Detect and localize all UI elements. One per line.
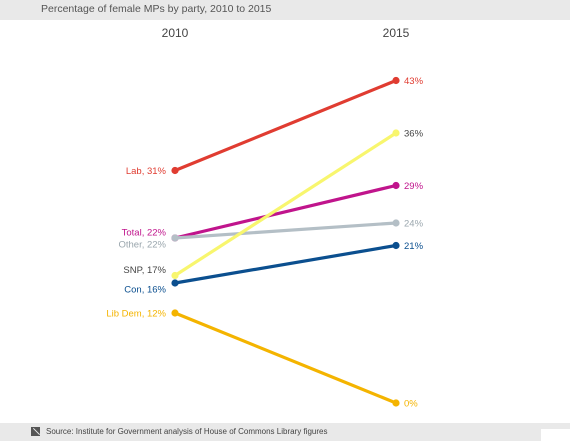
label-con-2010: Con, 16% [124,285,166,296]
title-bar [0,0,570,20]
label-total-2015: 29% [404,181,424,192]
point-other-2010 [171,234,179,242]
source-note: Source: Institute for Government analysi… [46,427,328,436]
series-line-con [173,243,398,285]
footer-bar [0,423,570,441]
series-line-lab [173,78,398,173]
label-snp-2015: 36% [404,129,424,140]
label-lab-2010: Lab, 31% [126,166,167,177]
point-con-2015 [392,241,400,250]
series-line-total [173,183,398,240]
point-lab-2015 [392,76,400,85]
label-other-2010: Other, 22% [118,240,166,251]
point-con-2010 [171,279,179,287]
point-lab-2010 [171,166,179,175]
point-total-2015 [392,181,400,190]
label-lib-dem-2015: 0% [404,399,418,410]
source-icon [31,427,40,436]
point-lib-dem-2015 [392,399,400,407]
label-lab-2015: 43% [404,76,424,87]
label-total-2010: Total, 22% [122,228,167,239]
footer-notch [541,429,570,441]
series-line-other [173,221,398,240]
point-snp-2015 [392,129,400,137]
x-tick-2015: 2015 [383,26,410,40]
series-line-snp [173,131,398,278]
label-snp-2010: SNP, 17% [123,265,166,276]
label-other-2015: 24% [404,219,424,230]
chart-title: Percentage of female MPs by party, 2010 … [41,3,272,15]
label-lib-dem-2010: Lib Dem, 12% [106,309,166,320]
point-snp-2010 [171,271,179,280]
series-line-lib-dem [173,311,398,405]
point-other-2015 [392,219,400,227]
point-lib-dem-2010 [171,309,179,317]
label-con-2015: 21% [404,241,424,252]
x-tick-2010: 2010 [162,26,189,40]
